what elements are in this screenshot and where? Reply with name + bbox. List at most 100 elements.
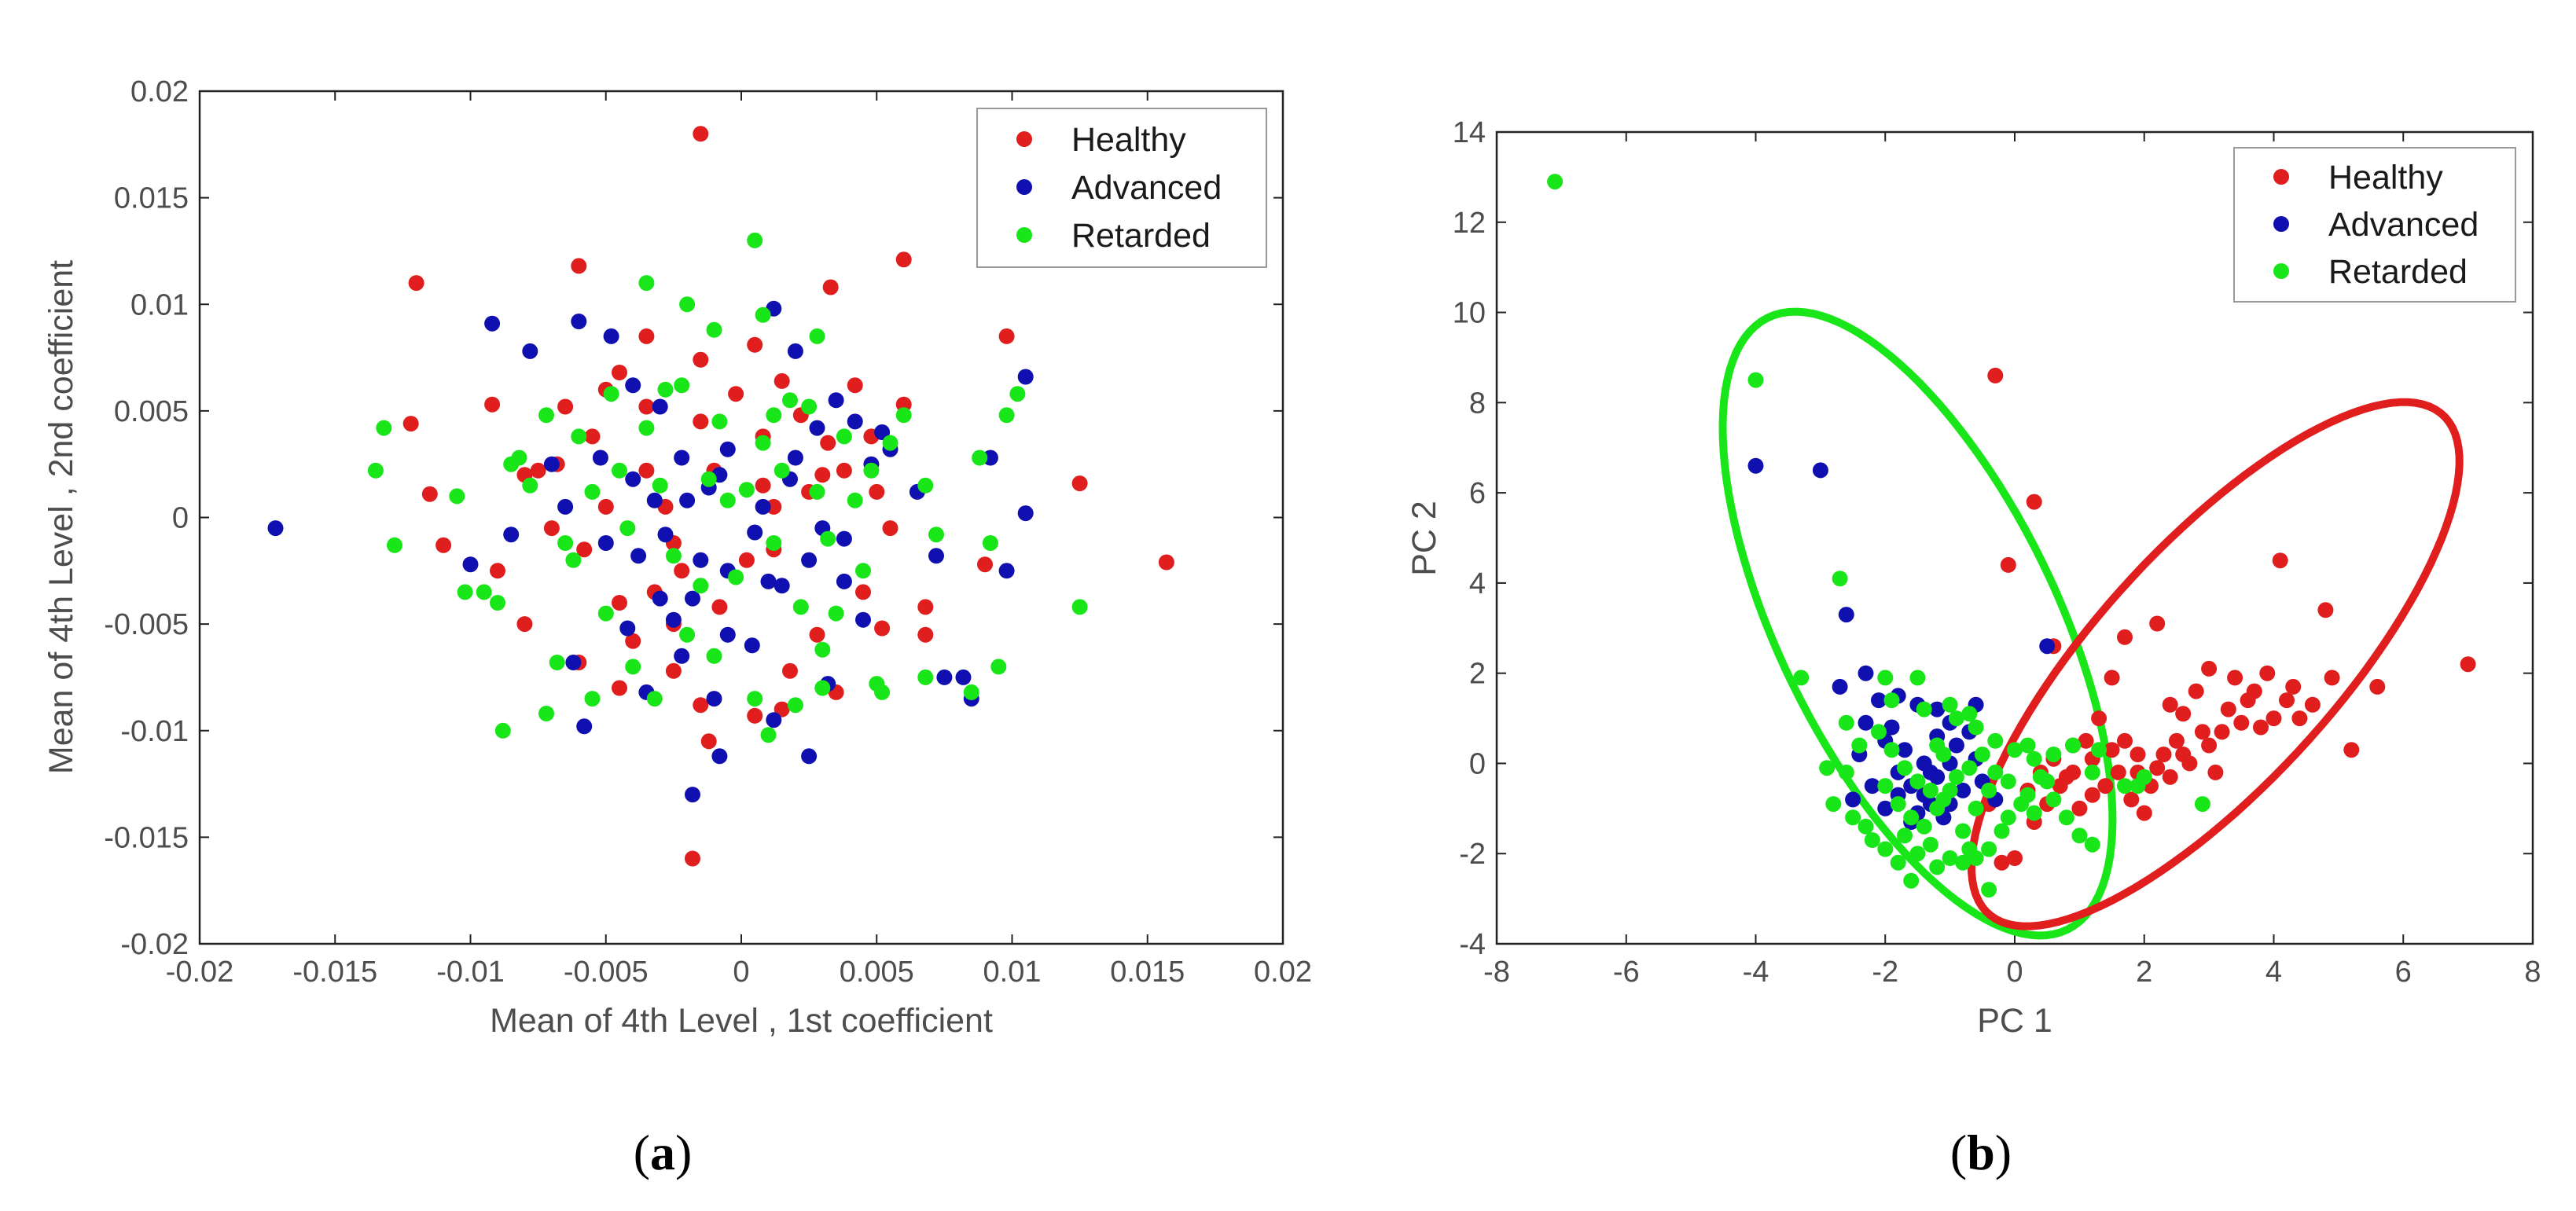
x-tick-label: -0.015 xyxy=(292,956,377,989)
data-point-retarded xyxy=(549,655,565,670)
data-point-healthy xyxy=(2071,800,2088,817)
data-point-healthy xyxy=(2007,850,2023,866)
data-point-healthy xyxy=(2000,556,2016,573)
data-point-healthy xyxy=(2259,665,2276,681)
panel-a: -0.02 -0.015 -0.01 -0.005 0 0.005 0.01 0.015 0.0… xyxy=(42,75,1312,1180)
data-point-advanced xyxy=(665,611,682,628)
data-point-retarded xyxy=(747,232,763,248)
scatter-points-b xyxy=(1547,174,2476,898)
data-point-retarded xyxy=(565,552,582,568)
data-point-retarded xyxy=(809,328,825,344)
data-point-healthy xyxy=(2162,696,2178,713)
data-point-retarded xyxy=(638,420,655,436)
data-point-healthy xyxy=(516,616,533,633)
data-point-retarded xyxy=(597,605,614,622)
y-tick-label: 8 xyxy=(1469,387,1486,420)
y-tick-label: 12 xyxy=(1453,207,1486,240)
caption-close-a: ) xyxy=(675,1125,692,1180)
data-point-retarded xyxy=(706,648,722,664)
data-point-retarded xyxy=(494,722,511,739)
data-point-healthy xyxy=(2201,660,2218,677)
data-point-healthy xyxy=(2104,670,2120,686)
data-point-healthy xyxy=(711,599,728,615)
data-point-retarded xyxy=(855,563,871,579)
data-point-retarded xyxy=(2007,742,2023,758)
y-tick-label: 0 xyxy=(1469,747,1486,780)
data-point-retarded xyxy=(584,483,601,500)
x-tick-label: -0.01 xyxy=(436,956,505,989)
data-point-healthy xyxy=(2291,710,2308,727)
data-point-healthy xyxy=(2201,737,2218,754)
data-point-retarded xyxy=(1961,760,1978,776)
data-point-retarded xyxy=(1832,571,1848,587)
data-point-advanced xyxy=(1832,678,1848,695)
data-point-retarded xyxy=(2045,791,2062,808)
data-point-advanced xyxy=(1017,369,1034,385)
data-point-retarded xyxy=(511,450,527,466)
data-point-retarded xyxy=(882,435,898,451)
data-point-retarded xyxy=(895,407,912,424)
legend-label-healthy-a: Healthy xyxy=(1071,121,1186,159)
data-point-healthy xyxy=(747,336,763,353)
y-tick-label: 14 xyxy=(1453,116,1486,149)
data-point-advanced xyxy=(874,424,891,440)
data-point-retarded xyxy=(1981,882,1997,898)
data-point-healthy xyxy=(820,435,836,451)
data-point-healthy xyxy=(2155,747,2172,762)
data-point-retarded xyxy=(1845,809,1861,826)
data-point-advanced xyxy=(1845,791,1861,808)
data-point-healthy xyxy=(612,680,627,696)
data-point-retarded xyxy=(476,584,492,600)
data-point-healthy xyxy=(557,398,574,415)
data-point-advanced xyxy=(1812,462,1828,479)
data-point-healthy xyxy=(2272,552,2288,569)
data-point-healthy xyxy=(2149,615,2166,632)
data-point-retarded xyxy=(387,537,402,553)
data-point-retarded xyxy=(836,428,852,445)
legend-marker-advanced-b xyxy=(2273,216,2289,232)
data-point-retarded xyxy=(1009,386,1026,402)
data-point-retarded xyxy=(2071,828,2088,844)
legend-marker-healthy-a xyxy=(1016,131,1032,147)
data-point-healthy xyxy=(1158,554,1174,571)
data-point-healthy xyxy=(874,620,891,637)
x-tick-label: 0 xyxy=(2006,956,2023,989)
data-point-retarded xyxy=(693,578,709,594)
x-tick-label: -2 xyxy=(1872,956,1898,989)
data-point-healthy xyxy=(597,498,614,515)
data-point-retarded xyxy=(1981,841,1997,857)
data-point-advanced xyxy=(719,441,736,457)
data-point-retarded xyxy=(1838,714,1854,731)
data-point-retarded xyxy=(2026,750,2042,767)
x-tick-label: 0.01 xyxy=(983,956,1042,989)
data-point-retarded xyxy=(814,680,831,696)
y-tick-label: -0.015 xyxy=(104,821,189,854)
data-point-advanced xyxy=(565,655,582,670)
data-point-healthy xyxy=(693,351,709,368)
data-point-healthy xyxy=(2162,769,2178,785)
data-point-advanced xyxy=(2039,638,2056,655)
data-point-healthy xyxy=(2214,724,2230,740)
data-point-retarded xyxy=(1871,724,1887,740)
data-point-advanced xyxy=(828,392,844,409)
caption-close-b: ) xyxy=(1995,1125,2012,1180)
data-point-advanced xyxy=(847,413,863,430)
data-point-advanced xyxy=(625,471,641,487)
y-tick-label: 0.02 xyxy=(130,75,189,108)
data-point-advanced xyxy=(592,450,608,466)
y-tick-label: 0 xyxy=(172,502,189,535)
data-point-healthy xyxy=(638,398,655,415)
data-point-retarded xyxy=(766,535,782,551)
data-point-advanced xyxy=(557,498,574,515)
y-tick-label: 0.015 xyxy=(114,182,189,215)
data-point-healthy xyxy=(421,486,438,502)
data-point-retarded xyxy=(1547,174,1564,190)
x-tick-label: -0.02 xyxy=(166,956,234,989)
data-point-healthy xyxy=(665,662,682,679)
data-point-retarded xyxy=(760,727,777,743)
data-point-healthy xyxy=(2097,778,2114,794)
data-point-retarded xyxy=(603,386,619,402)
data-point-retarded xyxy=(766,407,782,424)
x-tick-label: 4 xyxy=(2265,956,2282,989)
data-point-healthy xyxy=(2285,678,2302,695)
